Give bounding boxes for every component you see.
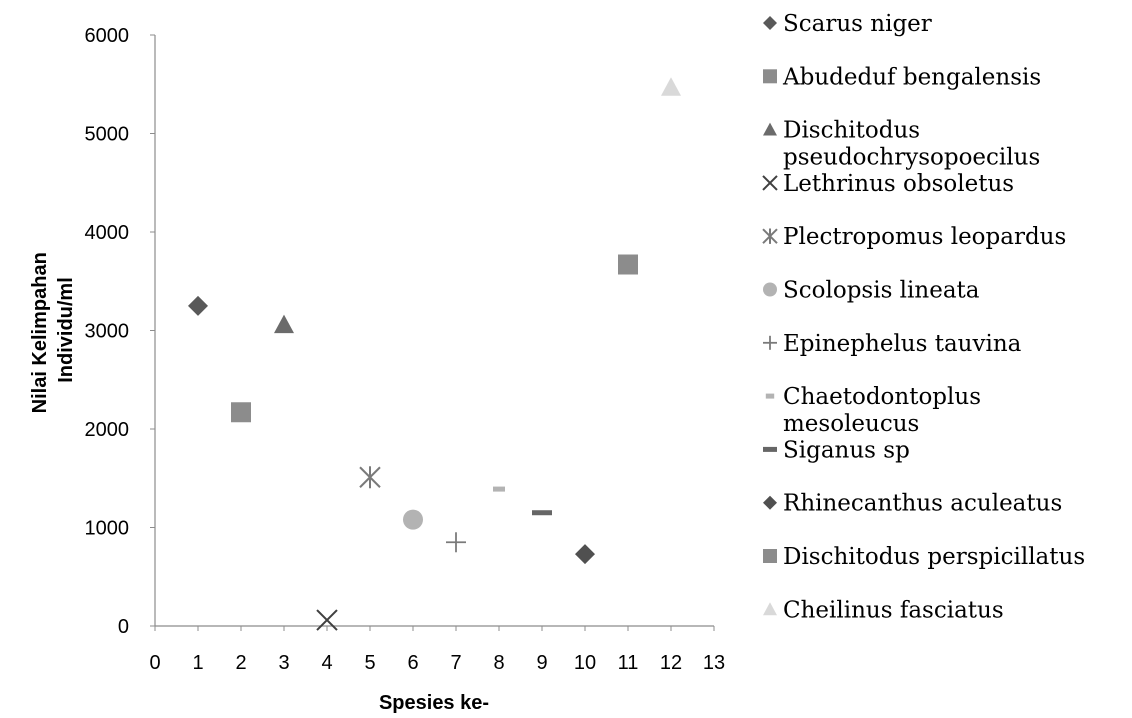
legend-label: Dischitodus pseudochrysopoecilus xyxy=(783,118,1040,171)
x-tick-label: 5 xyxy=(364,652,375,674)
legend-label: Lethrinus obsoletus xyxy=(783,171,1014,197)
legend-marker xyxy=(763,549,777,563)
x-tick-label: 9 xyxy=(536,652,547,674)
y-tick-label: 5000 xyxy=(85,124,130,146)
data-point-9 xyxy=(532,510,552,516)
legend-label: Cheilinus fasciatus xyxy=(783,597,1004,623)
legend-item: Scolopsis lineata xyxy=(763,278,980,304)
y-tick-label: 0 xyxy=(118,616,129,638)
legend-item: Abudeduf bengalensis xyxy=(763,64,1041,90)
data-points xyxy=(188,77,681,631)
legend-item: Cheilinus fasciatus xyxy=(763,597,1004,623)
x-tick-label: 3 xyxy=(278,652,289,674)
x-tick-label: 2 xyxy=(235,652,246,674)
y-tick-label: 1000 xyxy=(85,518,130,540)
legend-marker xyxy=(763,495,777,510)
legend-marker xyxy=(763,69,777,84)
legend-item: Epinephelus tauvina xyxy=(763,331,1022,357)
legend-marker xyxy=(763,446,777,452)
y-tick-label: 6000 xyxy=(85,25,130,47)
legend-label: Abudeduf bengalensis xyxy=(782,64,1041,90)
x-axis-ticks: 0 1 2 3 4 5 6 7 8 9 10 11 12 13 xyxy=(149,626,725,674)
legend: Scarus niger Abudeduf bengalensis Dischito… xyxy=(762,11,1085,623)
x-tick-label: 11 xyxy=(618,652,639,674)
y-axis-title: Nilai Kelimpahan Individu/ml xyxy=(29,247,77,414)
legend-item: Scarus niger xyxy=(763,11,932,37)
legend-marker xyxy=(762,175,778,191)
data-point-4 xyxy=(316,609,338,631)
data-point-10 xyxy=(575,544,595,565)
legend-marker xyxy=(765,393,775,399)
legend-label: Epinephelus tauvina xyxy=(783,331,1022,357)
x-axis-title: Spesies ke- xyxy=(379,692,489,714)
data-point-3 xyxy=(274,314,294,334)
y-tick-label: 4000 xyxy=(85,222,130,244)
data-point-7 xyxy=(446,532,466,553)
legend-marker xyxy=(763,282,777,297)
data-point-11 xyxy=(618,254,638,275)
legend-label: Siganus sp xyxy=(783,437,910,463)
legend-item: Rhinecanthus aculeatus xyxy=(763,491,1062,517)
x-tick-label: 13 xyxy=(703,652,725,674)
legend-marker xyxy=(763,122,777,136)
legend-item: Lethrinus obsoletus xyxy=(762,171,1014,197)
x-tick-label: 8 xyxy=(493,652,504,674)
x-tick-label: 4 xyxy=(321,652,332,674)
y-tick-label: 2000 xyxy=(85,419,130,441)
data-point-6 xyxy=(403,509,423,530)
y-axis-title-line-1: Nilai Kelimpahan xyxy=(29,252,51,413)
x-tick-label: 7 xyxy=(450,652,461,674)
y-axis-ticks: 0 1000 2000 3000 4000 5000 6000 xyxy=(85,25,155,638)
legend-label: Scarus niger xyxy=(783,11,932,37)
legend-item: Dischitodus pseudochrysopoecilus xyxy=(763,118,1040,171)
data-point-5 xyxy=(359,466,381,489)
legend-label: Rhinecanthus aculeatus xyxy=(783,491,1062,517)
x-tick-label: 6 xyxy=(407,652,418,674)
y-axis-title-line-2: Individu/ml xyxy=(55,277,77,383)
legend-label: Scolopsis lineata xyxy=(783,278,980,304)
x-tick-label: 12 xyxy=(660,652,682,674)
y-tick-label: 3000 xyxy=(85,321,130,343)
data-point-12 xyxy=(661,77,681,96)
legend-marker xyxy=(762,228,778,244)
x-tick-label: 10 xyxy=(574,652,596,674)
data-point-8 xyxy=(493,486,505,492)
legend-marker xyxy=(763,602,777,616)
legend-marker xyxy=(763,16,777,30)
legend-item: Chaetodontoplus mesoleucus xyxy=(765,384,981,437)
legend-item: Plectropomus leopardus xyxy=(762,224,1066,250)
legend-marker xyxy=(763,335,777,350)
data-point-2 xyxy=(231,402,251,423)
legend-item: Siganus sp xyxy=(763,437,910,463)
legend-label: Dischitodus perspicillatus xyxy=(783,544,1085,570)
legend-item: Dischitodus perspicillatus xyxy=(763,544,1085,570)
data-point-1 xyxy=(188,295,208,316)
plot-area xyxy=(154,35,714,627)
legend-label: Chaetodontoplus mesoleucus xyxy=(783,384,981,437)
legend-label: Plectropomus leopardus xyxy=(783,224,1066,250)
x-tick-label: 1 xyxy=(192,652,203,674)
x-tick-label: 0 xyxy=(149,652,160,674)
